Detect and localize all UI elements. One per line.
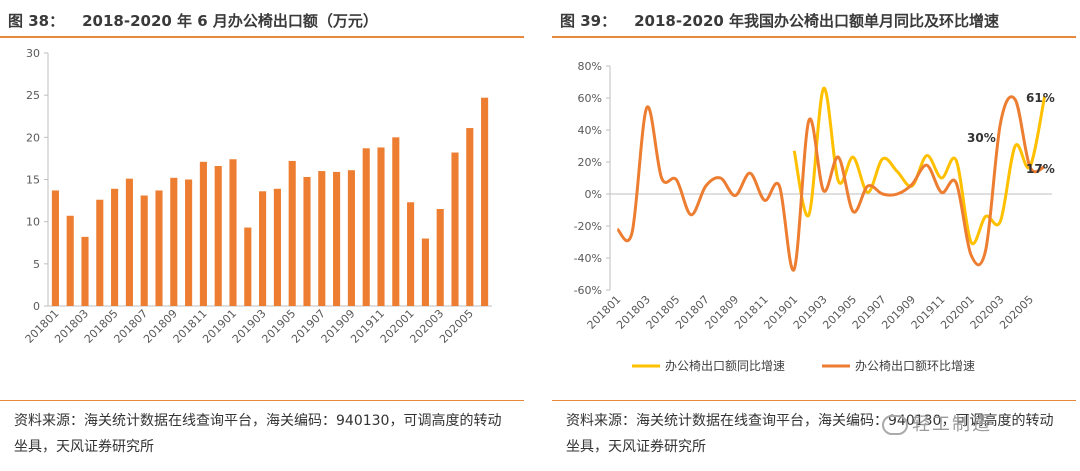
right-title-rule [552,36,1076,38]
bar-y-tick-label: 0 [33,300,40,313]
right-chart-title: 图 39： 2018-2020 年我国办公椅出口额单月同比及环比增速 [560,10,999,31]
bar-201809 [170,177,178,306]
bar-201806 [125,178,133,306]
bar-201909 [347,170,355,306]
bar-201911 [377,147,385,306]
left-chart-panel: 图 38： 2018-2020 年 6 月办公椅出口额（万元） 0 5 10 15 20 2… [0,0,524,471]
legend-mom-label: 办公椅出口额环比增速 [855,358,975,373]
line-chart: 80%60%40%20%0%-20%-40%-60%20180120180320… [574,60,1055,373]
bar-202001 [407,202,415,306]
line-y-tick-label: -40% [574,252,602,265]
bar-201812 [214,166,222,306]
bar-y-tick-label: 20 [26,131,40,144]
line-y-tick-label: 40% [578,124,602,137]
right-source-note: 资料来源：海关统计数据在线查询平台，海关编码：940130，可调高度的转动坐具，… [566,413,1054,455]
bar-201910 [362,148,370,306]
bar-201805 [111,188,119,306]
line-y-tick-label: -60% [574,284,602,297]
left-chart-title-number: 图 38： [8,12,65,30]
watermark-text: 轻工制造 [912,414,992,435]
bar-202005 [466,128,474,306]
bar-202006 [481,97,489,306]
bar-y-tick-label: 25 [26,89,40,102]
line-y-tick-label: -20% [574,220,602,233]
left-chart-title-text: 2018-2020 年 6 月办公椅出口额（万元） [82,12,378,30]
bar-201908 [333,171,341,306]
bar-201802 [66,215,74,306]
bar-201902 [244,227,252,306]
right-source-rule [552,400,1076,401]
bar-201906 [303,176,311,306]
bar-chart: 0510152025302018012018032018052018072018… [23,47,492,346]
bar-201904 [273,188,281,306]
bar-201803 [81,236,89,306]
right-chart-title-number: 图 39： [560,12,617,30]
bar-201808 [155,190,163,306]
bar-y-tick-label: 5 [33,258,40,271]
left-chart-title: 图 38： 2018-2020 年 6 月办公椅出口额（万元） [8,10,378,31]
bar-y-tick-label: 10 [26,216,40,229]
bar-202004 [451,152,459,306]
line-y-tick-label: 80% [578,60,602,73]
annotation-yoy-202006: 61% [1026,91,1055,105]
bar-201807 [140,195,148,306]
watermark: 轻工制造 [882,410,992,436]
bar-201901 [229,159,237,306]
annotation-yoy-202004: 30% [967,131,996,145]
bar-201810 [185,179,193,306]
annotation-mom-202006: 17% [1026,162,1055,176]
left-source-rule [0,400,524,401]
bar-201912 [392,137,400,306]
left-source-note: 资料来源：海关统计数据在线查询平台，海关编码：940130，可调高度的转动坐具，… [14,413,502,455]
legend-yoy-label: 办公椅出口额同比增速 [665,358,785,373]
bar-202002 [421,238,429,306]
bar-201801 [51,190,59,306]
bar-202003 [436,209,444,306]
bar-201907 [318,171,326,306]
bar-y-tick-label: 15 [26,174,40,187]
line-y-tick-label: 20% [578,156,602,169]
line-y-tick-label: 60% [578,92,602,105]
left-title-rule [0,36,524,38]
bar-201811 [199,161,207,306]
wechat-icon [882,415,908,435]
line-y-tick-label: 0% [585,188,602,201]
mom-growth-line [616,95,1046,272]
bar-201804 [96,199,104,306]
bar-y-tick-label: 30 [26,47,40,60]
right-chart-panel: 图 39： 2018-2020 年我国办公椅出口额单月同比及环比增速 80% 60%… [552,0,1076,471]
bar-201905 [288,160,296,306]
yoy-growth-line [792,86,1047,246]
right-chart-title-text: 2018-2020 年我国办公椅出口额单月同比及环比增速 [634,12,1000,30]
bar-201903 [259,191,267,306]
